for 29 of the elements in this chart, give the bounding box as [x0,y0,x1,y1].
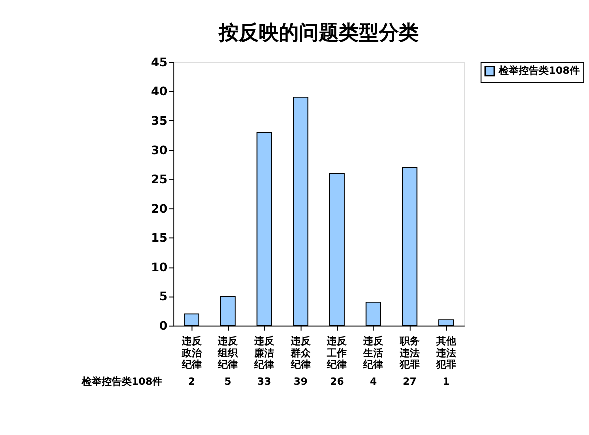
y-tick-label: 30 [151,143,168,158]
y-tick-label: 45 [151,55,168,70]
chart-title: 按反映的问题类型分类 [218,20,420,45]
data-label: 1 [442,376,450,388]
x-tick-label: 违反群众纪律 [290,336,312,372]
text: 检举控告类108件 [82,376,163,388]
y-tick-label: 15 [151,231,168,246]
x-tick-label: 违反工作纪律 [326,336,348,372]
data-label: 33 [258,376,272,388]
x-tick-label: 职务违法犯罪 [398,336,420,372]
y-tick-label: 20 [151,202,168,216]
y-tick-label: 35 [151,114,168,128]
x-tick-label: 其他违法犯罪 [435,336,458,372]
y-tick-label: 5 [159,290,168,304]
x-tick-label: 违反政治纪律 [180,336,203,372]
y-tick-label: 10 [151,260,168,274]
data-label: 5 [224,376,232,388]
data-label: 2 [188,376,196,388]
legend-label: 检举控告类108件 [498,65,580,78]
data-label: 26 [330,376,344,388]
x-tick-label: 违反生活纪律 [362,336,385,372]
data-label: 39 [294,376,308,388]
x-tick-label: 违反组织纪律 [217,336,240,372]
x-tick-label: 违反廉洁纪律 [254,336,276,372]
data-label: 27 [402,376,417,388]
y-tick-label: 25 [151,172,168,187]
y-tick-label: 40 [151,84,168,99]
y-tick-label: 0 [159,318,168,333]
data-label: 4 [370,376,378,388]
